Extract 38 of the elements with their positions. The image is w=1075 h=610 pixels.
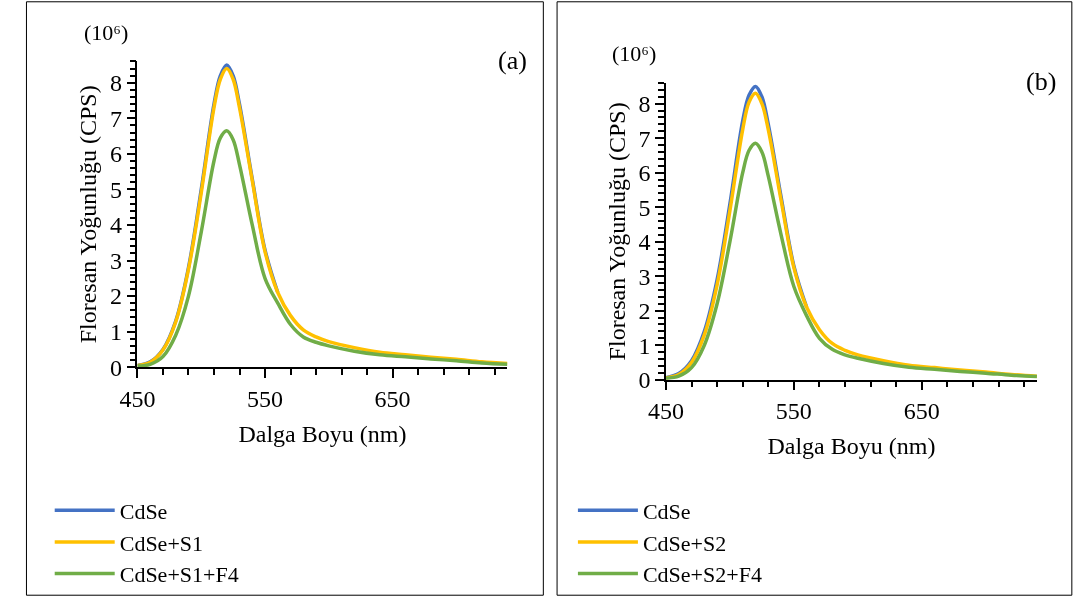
- legend-label: CdSe: [642, 498, 691, 524]
- x-tick-label: 550: [775, 398, 812, 425]
- y-axis-title: Floresan Yoğunluğu (CPS): [75, 85, 102, 344]
- y-tick-label: 7: [109, 105, 122, 132]
- y-tick-label: 8: [109, 70, 122, 97]
- y-tick-label: 6: [109, 141, 122, 168]
- x-tick-label: 450: [119, 385, 156, 412]
- y-tick-label: 4: [638, 229, 651, 256]
- x-axis-title: Dalga Boyu (nm): [767, 433, 936, 460]
- y-tick-label: 0: [638, 367, 651, 394]
- x-tick-label: 650: [374, 385, 411, 412]
- y-tick-label: 5: [109, 176, 122, 203]
- legend-label: CdSe+S2: [642, 530, 727, 556]
- y-tick-label: 1: [638, 332, 651, 359]
- x-axis-title: Dalga Boyu (nm): [238, 420, 407, 447]
- y-tick-label: 6: [638, 160, 651, 187]
- annotation: (a): [498, 46, 527, 75]
- y-tick-label: 2: [109, 283, 122, 310]
- y-axis-title: Floresan Yoğunluğu (CPS): [603, 102, 630, 361]
- x-tick-label: 550: [247, 385, 284, 412]
- legend-label: CdSe: [119, 498, 168, 524]
- y-tick-label: 4: [109, 212, 122, 239]
- x-tick-label: 650: [903, 398, 940, 425]
- y-tick-label: 5: [638, 194, 651, 221]
- y-tick-label: 3: [638, 263, 651, 290]
- annotation: (b): [1026, 67, 1057, 96]
- y-tick-label: 1: [109, 319, 122, 346]
- y-tick-label: 0: [109, 354, 122, 381]
- y-tick-label: 7: [638, 125, 651, 152]
- y-tick-label: 2: [638, 298, 651, 325]
- text: (10⁶): [84, 20, 129, 45]
- y-tick-label: 3: [109, 247, 122, 274]
- x-tick-label: 450: [647, 398, 684, 425]
- y-tick-label: 8: [638, 91, 651, 118]
- text: (10⁶): [612, 41, 657, 66]
- legend-label: CdSe+S1: [119, 530, 204, 556]
- legend-label: CdSe+S1+F4: [119, 562, 239, 588]
- legend-label: CdSe+S2+F4: [642, 562, 762, 588]
